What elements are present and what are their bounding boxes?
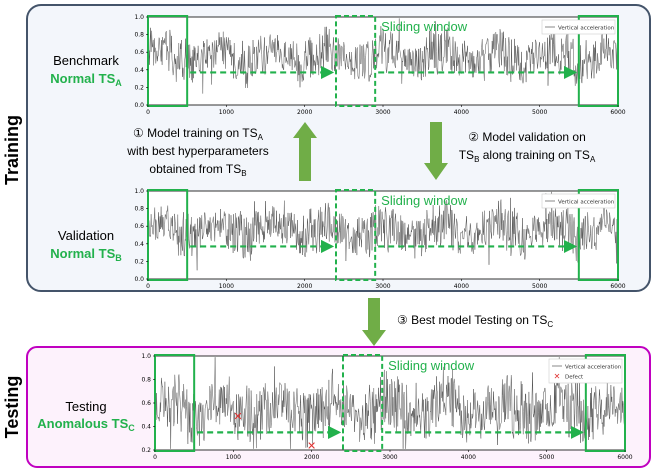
testing-label: Testing — [65, 399, 106, 414]
sliding-window-label: Sliding window — [381, 19, 468, 34]
validation-label: Validation — [58, 228, 114, 243]
sliding-window-label: Sliding window — [388, 358, 475, 373]
x-tick-label: 3000 — [382, 454, 397, 461]
x-tick-label: 6000 — [617, 454, 632, 461]
x-tick-label: 4000 — [461, 454, 476, 461]
legend: Vertical acceleration — [541, 193, 616, 209]
window-box — [577, 15, 619, 107]
series-line-vertical-acceleration — [154, 357, 626, 449]
arrow-down-icon — [424, 122, 448, 180]
y-tick-label: 0.4 — [134, 67, 144, 74]
sliding-window-box — [335, 189, 377, 281]
x-tick-label: 4000 — [454, 109, 469, 116]
y-tick-label: 0.2 — [134, 84, 144, 91]
x-tick-label: 2000 — [297, 283, 312, 290]
window-box — [584, 354, 626, 452]
series-line-vertical-acceleration — [147, 18, 619, 94]
y-tick-label: 1.0 — [134, 188, 144, 195]
testing-chart: Sliding window ✕ ✕ Vertical acceleration ✕ De… — [141, 353, 632, 461]
benchmark-chart: Sliding window Vertical acceleration 0 1000… — [134, 14, 625, 116]
legend-box — [548, 358, 623, 384]
series-line-vertical-acceleration — [147, 191, 619, 271]
y-tick-label: 0.8 — [134, 32, 144, 39]
x-tick-label: 1000 — [219, 283, 234, 290]
y-tick-label: 0.0 — [134, 276, 144, 283]
x-tick-label: 5000 — [532, 283, 547, 290]
window-box — [147, 15, 189, 107]
y-tick-label: 0.8 — [134, 206, 144, 213]
y-tick-label: 0.6 — [141, 400, 151, 407]
x-tick-label: 4000 — [454, 283, 469, 290]
step2-line2: TSB along training on TSA — [459, 148, 596, 164]
legend-defect-symbol: ✕ — [554, 372, 561, 381]
arrow-up-icon — [293, 122, 317, 181]
defect-marker: ✕ — [307, 439, 316, 452]
step1-line2: with best hyperparameters — [126, 144, 268, 158]
x-tick-label: 2000 — [297, 109, 312, 116]
training-section-label: Training — [2, 115, 22, 185]
x-tick-label: 0 — [146, 109, 150, 116]
y-tick-label: 1.0 — [141, 353, 151, 360]
x-tick-label: 1000 — [226, 454, 241, 461]
testing-dataset-label: Anomalous TSC — [37, 416, 135, 433]
x-tick-label: 5000 — [532, 109, 547, 116]
legend: Vertical acceleration — [541, 19, 616, 35]
plot-area — [147, 190, 619, 280]
x-tick-label: 3000 — [375, 109, 390, 116]
defect-marker: ✕ — [233, 410, 242, 423]
validation-chart: Sliding window Vertical acceleration 0 1000… — [134, 188, 625, 290]
x-tick-label: 5000 — [539, 454, 554, 461]
x-tick-label: 0 — [153, 454, 157, 461]
legend-entry: Vertical acceleration — [558, 26, 615, 32]
sliding-window-box — [342, 354, 384, 452]
y-tick-label: 0.4 — [134, 241, 144, 248]
y-tick-label: 0.0 — [134, 102, 144, 109]
legend-entry: Vertical acceleration — [565, 365, 622, 371]
x-tick-label: 3000 — [375, 283, 390, 290]
validation-dataset-label: Normal TSB — [50, 246, 122, 263]
window-box — [577, 189, 619, 281]
y-tick-label: 0.6 — [134, 223, 144, 230]
legend: Vertical acceleration ✕ Defect — [548, 358, 623, 384]
step1-line3: obtained from TSB — [149, 162, 246, 178]
x-tick-label: 6000 — [610, 109, 625, 116]
legend-box — [541, 193, 616, 209]
testing-section-label: Testing — [2, 376, 22, 439]
x-tick-label: 6000 — [610, 283, 625, 290]
step1-line1: ① Model training on TSA — [133, 126, 264, 142]
y-tick-label: 1.0 — [134, 14, 144, 21]
step3-text: ③ Best model Testing on TSC — [397, 313, 553, 329]
window-box — [147, 189, 189, 281]
sliding-window-box — [335, 15, 377, 107]
legend-box — [541, 19, 616, 35]
benchmark-label: Benchmark — [53, 53, 119, 68]
step2-line1: ② Model validation on — [468, 130, 586, 144]
y-tick-label: 0.2 — [134, 258, 144, 265]
x-tick-label: 2000 — [304, 454, 319, 461]
x-tick-label: 0 — [146, 283, 150, 290]
legend-entry: Defect — [565, 375, 584, 381]
sliding-window-label: Sliding window — [381, 193, 468, 208]
y-tick-label: 0.6 — [134, 49, 144, 56]
y-tick-label: 0.4 — [141, 424, 151, 431]
benchmark-dataset-label: Normal TSA — [50, 71, 122, 88]
arrow-down-step3-icon — [362, 298, 386, 346]
x-tick-label: 1000 — [219, 109, 234, 116]
y-tick-label: 0.2 — [141, 447, 151, 454]
y-tick-label: 0.8 — [141, 377, 151, 384]
legend-entry: Vertical acceleration — [558, 200, 615, 206]
